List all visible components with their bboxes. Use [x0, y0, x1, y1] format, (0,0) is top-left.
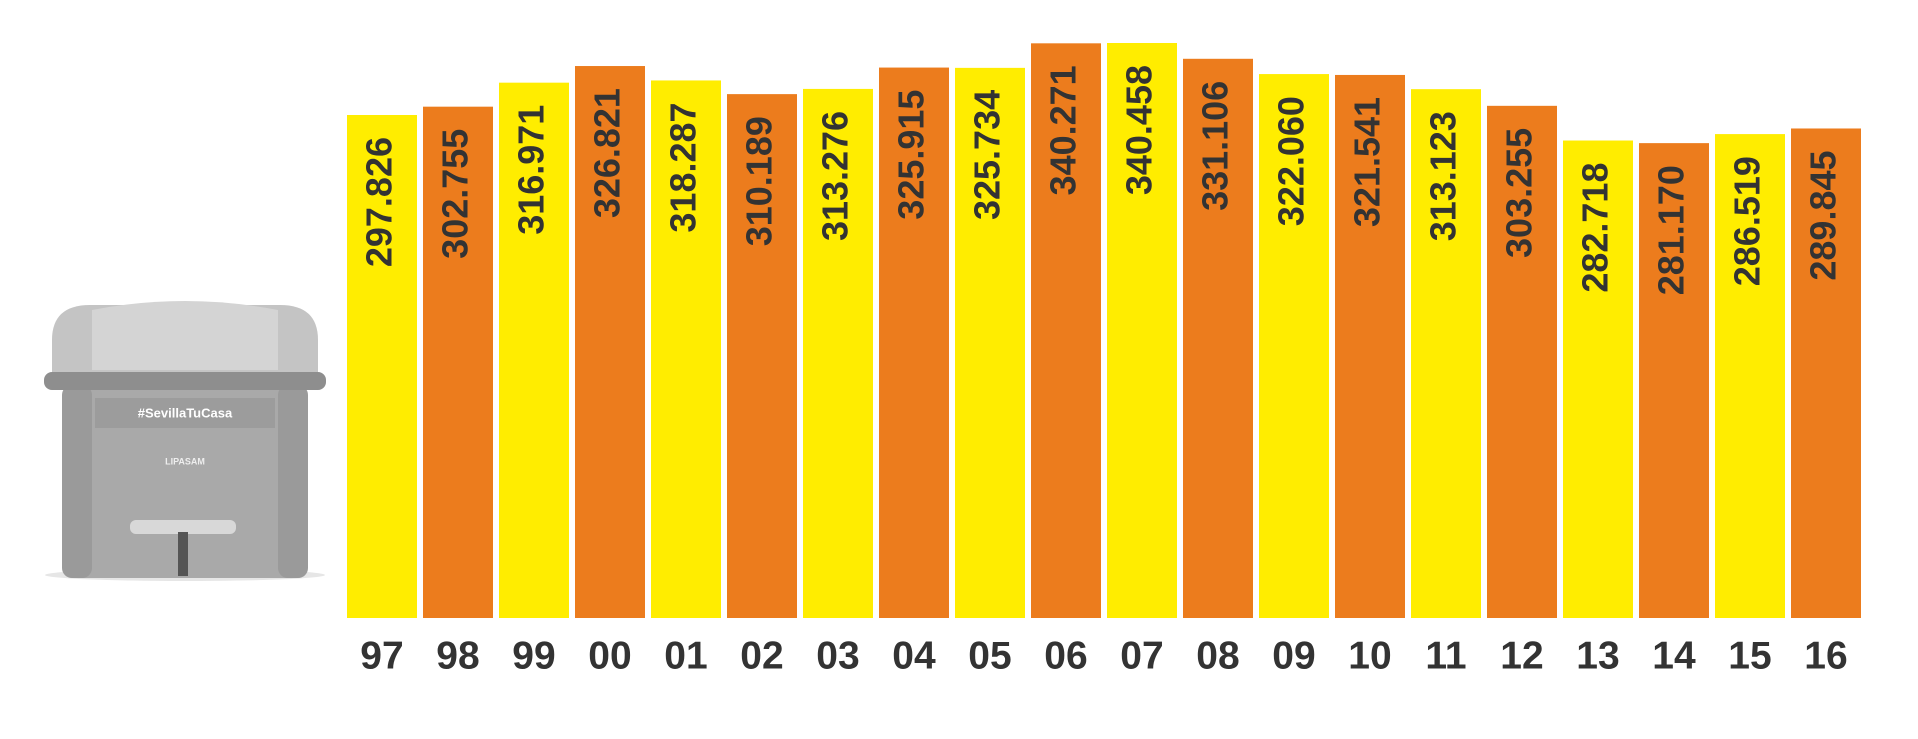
x-tick-label: 03 [816, 634, 859, 677]
value-label: 326.821 [587, 88, 628, 218]
bar [1259, 74, 1329, 619]
bar [1183, 58, 1253, 618]
container-illustration: #SevillaTuCasa LIPASAM [44, 301, 326, 581]
value-label: 331.106 [1195, 81, 1236, 211]
x-tick-label: 06 [1044, 634, 1087, 677]
x-tick-label: 15 [1728, 634, 1771, 677]
value-label: 321.541 [1347, 97, 1388, 227]
x-tick-label: 98 [436, 634, 479, 677]
x-tick-label: 13 [1576, 634, 1619, 677]
x-tick-label: 14 [1652, 634, 1696, 677]
bin-brand: LIPASAM [165, 456, 205, 466]
bar [575, 66, 645, 618]
value-label: 316.971 [511, 105, 552, 235]
value-label: 313.123 [1423, 111, 1464, 241]
bar [955, 67, 1025, 619]
x-tick-label: 08 [1196, 634, 1239, 677]
bar [1335, 74, 1405, 618]
bar [879, 67, 949, 618]
value-label: 318.287 [663, 102, 704, 232]
bar [1411, 89, 1481, 618]
bin-slogan: #SevillaTuCasa [138, 405, 233, 420]
value-label: 289.845 [1803, 150, 1844, 280]
bar [1639, 143, 1709, 618]
value-label: 313.276 [815, 111, 856, 241]
bar [727, 94, 797, 619]
bar [1107, 43, 1177, 618]
bar [651, 80, 721, 618]
bar [1791, 128, 1861, 619]
bar [499, 82, 569, 618]
x-tick-label: 07 [1120, 634, 1163, 677]
value-label: 322.060 [1271, 96, 1312, 226]
x-tick-label: 16 [1804, 634, 1847, 677]
x-tick-label: 09 [1272, 634, 1315, 677]
value-label: 340.458 [1119, 65, 1160, 195]
value-label: 281.170 [1651, 165, 1692, 295]
bar [1487, 105, 1557, 618]
bar [1031, 43, 1101, 619]
x-tick-label: 10 [1348, 634, 1391, 677]
x-tick-label: 05 [968, 634, 1011, 677]
x-tick-label: 04 [892, 634, 936, 677]
bar [1715, 134, 1785, 618]
bar [1563, 140, 1633, 619]
value-label: 340.271 [1043, 65, 1084, 195]
value-label: 282.718 [1575, 163, 1616, 293]
bar [803, 88, 873, 618]
bar [347, 115, 417, 618]
x-tick-label: 02 [740, 634, 783, 677]
value-label: 325.734 [967, 90, 1008, 220]
x-tick-label: 11 [1425, 634, 1466, 677]
value-label: 297.826 [359, 137, 400, 267]
value-label: 286.519 [1727, 156, 1768, 286]
value-label: 303.255 [1499, 128, 1540, 258]
x-tick-label: 12 [1500, 634, 1543, 677]
x-tick-label: 99 [512, 634, 555, 677]
x-tick-label: 01 [664, 634, 707, 677]
x-tick-label: 97 [360, 634, 403, 677]
x-tick-label: 00 [588, 634, 631, 677]
value-label: 310.189 [739, 116, 780, 246]
bar [423, 106, 493, 619]
value-label: 325.915 [891, 90, 932, 220]
value-label: 302.755 [435, 129, 476, 259]
